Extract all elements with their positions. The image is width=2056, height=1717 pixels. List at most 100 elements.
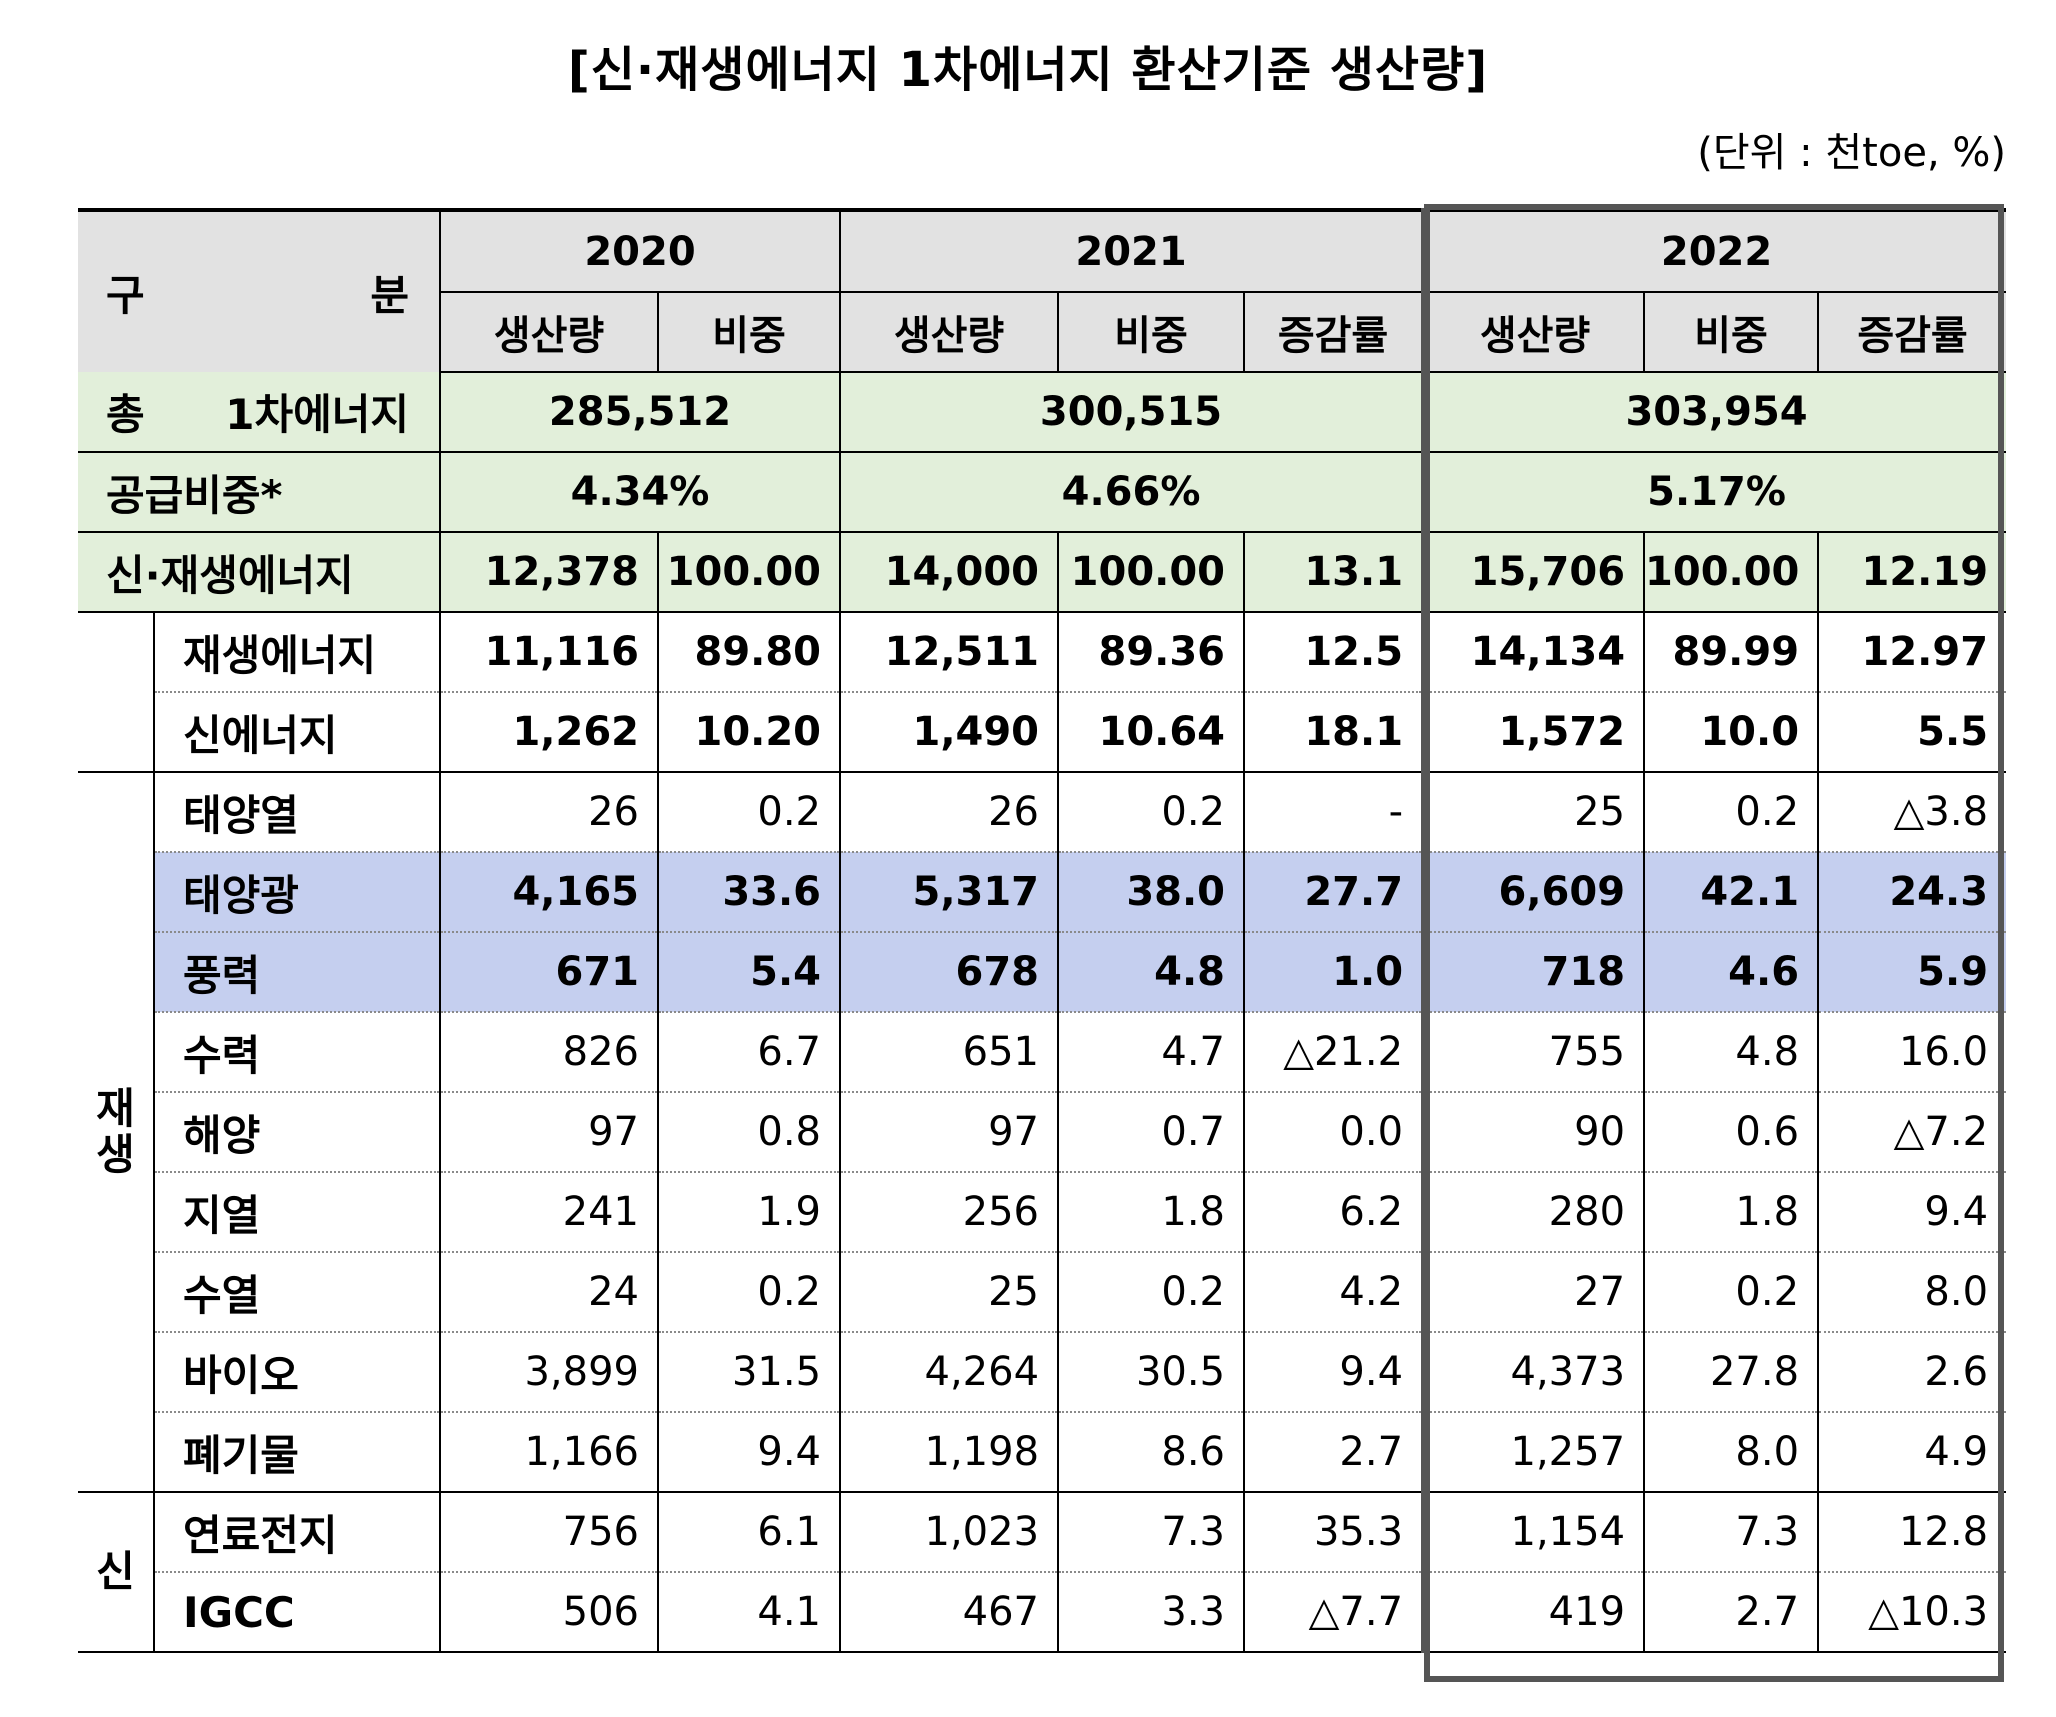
group-label: 재생 (96, 1084, 135, 1179)
header-2021-growth: 증감률 (1243, 292, 1425, 373)
row-label: 공급비중* (78, 452, 440, 533)
table-row: 재생에너지 11,116 89.80 12,511 89.36 12.5 14,… (78, 612, 2007, 773)
energy-production-table: 구 분 2020 2021 2022 생산량 비중 생산량 비중 증감률 생산량… (78, 208, 2007, 1653)
cell-value: 24.3 (1817, 852, 2007, 933)
cell-value: 7.3 (1643, 1492, 1819, 1573)
cell-value: △3.8 (1817, 772, 2007, 853)
table-row: 태양광 4,165 33.6 5,317 38.0 27.7 6,609 42.… (78, 852, 2007, 933)
cell-value: 8.0 (1817, 1252, 2007, 1333)
cell-value: 1.8 (1057, 1172, 1245, 1253)
group-new: 신 (78, 1492, 154, 1653)
cell-value: 27.7 (1243, 852, 1425, 933)
cell-value: 1,023 (839, 1492, 1059, 1573)
table-title: [신·재생에너지 1차에너지 환산기준 생산량] (567, 42, 1489, 98)
cell-value: 9.4 (656, 1412, 841, 1493)
cell-value: 1.0 (1243, 932, 1425, 1013)
cell-value: 0.7 (1057, 1092, 1245, 1173)
cell-value: 97 (439, 1092, 658, 1173)
cell-value: 90 (1421, 1092, 1645, 1173)
row-label: 수열 (153, 1252, 440, 1333)
cell-value: 0.8 (656, 1092, 841, 1173)
cell-value: 27 (1421, 1252, 1645, 1333)
cell-value: 5.4 (656, 932, 841, 1013)
table-row: 신 연료전지 756 6.1 1,023 7.3 35.3 1,154 7.3 … (78, 1492, 2007, 1653)
row-label: 풍력 (153, 932, 440, 1013)
cell-value: 280 (1421, 1172, 1645, 1253)
cell-value: 718 (1421, 932, 1645, 1013)
table-row: 바이오 3,899 31.5 4,264 30.5 9.4 4,373 27.8… (78, 1332, 2007, 1413)
cell-value: 0.0 (1243, 1092, 1425, 1173)
cell-value: 678 (839, 932, 1059, 1013)
cell-value: 12.5 (1243, 612, 1425, 693)
cell-value: 89.80 (656, 612, 841, 693)
cell-value: 1,198 (839, 1412, 1059, 1493)
cell-value: 27.8 (1643, 1332, 1819, 1413)
cell-value: 26 (839, 772, 1059, 853)
header-year-2021: 2021 (839, 210, 1425, 293)
table-row: 신·재생에너지 12,378 100.00 14,000 100.00 13.1… (78, 532, 2007, 613)
cell-value: 12,511 (839, 612, 1059, 693)
cell-value: 0.2 (1643, 772, 1819, 853)
cell-value: 2.7 (1643, 1572, 1819, 1653)
cell-value: 256 (839, 1172, 1059, 1253)
cell-value: 14,134 (1421, 612, 1645, 693)
header-2022-growth: 증감률 (1817, 292, 2007, 373)
group-renewable: 재생 (78, 772, 154, 1493)
cell-value: 4.9 (1817, 1412, 2007, 1493)
table-row: 수력 826 6.7 651 4.7 △21.2 755 4.8 16.0 (78, 1012, 2007, 1093)
cell-value: 4.8 (1057, 932, 1245, 1013)
cell-value: 419 (1421, 1572, 1645, 1653)
table-row: 수열 24 0.2 25 0.2 4.2 27 0.2 8.0 (78, 1252, 2007, 1333)
cell-value: 4.1 (656, 1572, 841, 1653)
cell-value: 1,257 (1421, 1412, 1645, 1493)
table-row: 총 1차에너지 285,512 300,515 303,954 (78, 372, 2007, 453)
row-label: 신·재생에너지 (78, 532, 440, 613)
header-year-2020: 2020 (438, 210, 841, 293)
cell-value: 8.6 (1057, 1412, 1245, 1493)
table-row: 해양 97 0.8 97 0.7 0.0 90 0.6 △7.2 (78, 1092, 2007, 1173)
row-label: 폐기물 (153, 1412, 440, 1493)
cell-value: 9.4 (1817, 1172, 2007, 1253)
cell-value: 12.8 (1817, 1492, 2007, 1573)
cell-value: 30.5 (1057, 1332, 1245, 1413)
cell-value: 100.00 (1643, 532, 1819, 613)
cell-value: 4.66% (839, 452, 1425, 533)
table-row: 폐기물 1,166 9.4 1,198 8.6 2.7 1,257 8.0 4.… (78, 1412, 2007, 1493)
cell-value: 0.2 (1057, 772, 1245, 853)
row-label: IGCC (153, 1572, 440, 1653)
cell-value: 506 (439, 1572, 658, 1653)
cell-value: 671 (439, 932, 658, 1013)
cell-value: 8.0 (1643, 1412, 1819, 1493)
cell-value: 3,899 (439, 1332, 658, 1413)
cell-value: △7.2 (1817, 1092, 2007, 1173)
cell-value: 0.6 (1643, 1092, 1819, 1173)
cell-value: 2.7 (1243, 1412, 1425, 1493)
header-2020-share: 비중 (656, 292, 841, 373)
row-label: 태양광 (153, 852, 440, 933)
cell-value: 0.2 (656, 1252, 841, 1333)
cell-value: 12.19 (1817, 532, 2007, 613)
cell-value: 35.3 (1243, 1492, 1425, 1573)
row-label: 총 1차에너지 (78, 372, 440, 453)
table-row: IGCC 506 4.1 467 3.3 △7.7 419 2.7 △10.3 (78, 1572, 2007, 1653)
cell-value: 5.17% (1421, 452, 2007, 533)
cell-value: 4.6 (1643, 932, 1819, 1013)
cell-value: 38.0 (1057, 852, 1245, 933)
row-label: 연료전지 (153, 1492, 440, 1573)
table-row: 지열 241 1.9 256 1.8 6.2 280 1.8 9.4 (78, 1172, 2007, 1253)
row-label: 해양 (153, 1092, 440, 1173)
header-2022-production: 생산량 (1421, 292, 1645, 373)
cell-value: - (1243, 772, 1425, 853)
cell-value: 300,515 (839, 372, 1425, 453)
cell-value: 16.0 (1817, 1012, 2007, 1093)
cell-value: 756 (439, 1492, 658, 1573)
cell-value: 1.9 (656, 1172, 841, 1253)
cell-value: 33.6 (656, 852, 841, 933)
cell-value: 0.2 (1643, 1252, 1819, 1333)
cell-value: 2.6 (1817, 1332, 2007, 1413)
cell-value: 467 (839, 1572, 1059, 1653)
row-label: 지열 (153, 1172, 440, 1253)
table-row: 신에너지 1,262 10.20 1,490 10.64 18.1 1,572 … (78, 692, 2007, 773)
cell-value: 0.2 (1057, 1252, 1245, 1333)
cell-value: 13.1 (1243, 532, 1425, 613)
